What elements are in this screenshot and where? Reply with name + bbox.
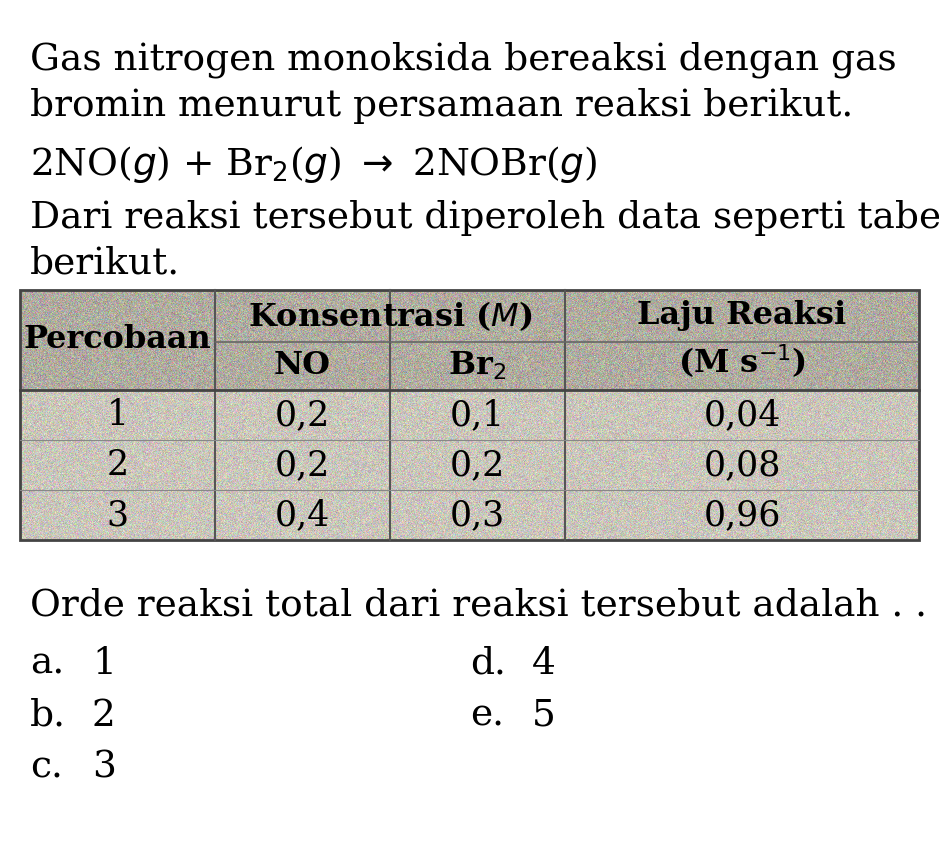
Text: 4: 4: [532, 646, 556, 682]
Text: 0,96: 0,96: [703, 498, 780, 532]
Text: 0,04: 0,04: [703, 398, 780, 432]
Text: 5: 5: [532, 698, 556, 734]
Text: d.: d.: [470, 646, 506, 682]
Text: 0,4: 0,4: [275, 498, 331, 532]
Text: berikut.: berikut.: [30, 246, 180, 282]
Text: 0,3: 0,3: [450, 498, 505, 532]
Text: 2NO($g$) + Br$_2$($g$) $\rightarrow$ 2NOBr($g$): 2NO($g$) + Br$_2$($g$) $\rightarrow$ 2NO…: [30, 144, 597, 185]
Text: 3: 3: [92, 750, 115, 786]
Text: 0,2: 0,2: [275, 398, 331, 432]
Text: Laju Reaksi
(M s$^{-1}$): Laju Reaksi (M s$^{-1}$): [638, 299, 847, 380]
Text: 1: 1: [92, 646, 116, 682]
Text: 0,1: 0,1: [450, 398, 505, 432]
Text: 0,2: 0,2: [450, 448, 505, 482]
Text: a.: a.: [30, 646, 64, 682]
Text: Percobaan: Percobaan: [23, 325, 211, 356]
Text: Gas nitrogen monoksida bereaksi dengan gas: Gas nitrogen monoksida bereaksi dengan g…: [30, 42, 897, 78]
Text: Dari reaksi tersebut diperoleh data seperti tabel: Dari reaksi tersebut diperoleh data sepe…: [30, 200, 939, 236]
Text: 0,2: 0,2: [275, 448, 331, 482]
Text: Br$_2$: Br$_2$: [449, 350, 507, 382]
Text: 2: 2: [106, 448, 129, 482]
Text: e.: e.: [470, 698, 504, 734]
Text: 0,08: 0,08: [703, 448, 780, 482]
Text: 2: 2: [92, 698, 115, 734]
Text: Konsentrasi ($M$): Konsentrasi ($M$): [248, 299, 532, 333]
Text: Orde reaksi total dari reaksi tersebut adalah . . . .: Orde reaksi total dari reaksi tersebut a…: [30, 588, 939, 624]
Text: NO: NO: [274, 351, 331, 382]
Text: bromin menurut persamaan reaksi berikut.: bromin menurut persamaan reaksi berikut.: [30, 88, 854, 124]
Bar: [20, 290, 919, 540]
Text: 3: 3: [106, 498, 129, 532]
Text: 1: 1: [106, 398, 129, 432]
Text: b.: b.: [30, 698, 66, 734]
Text: c.: c.: [30, 750, 63, 786]
